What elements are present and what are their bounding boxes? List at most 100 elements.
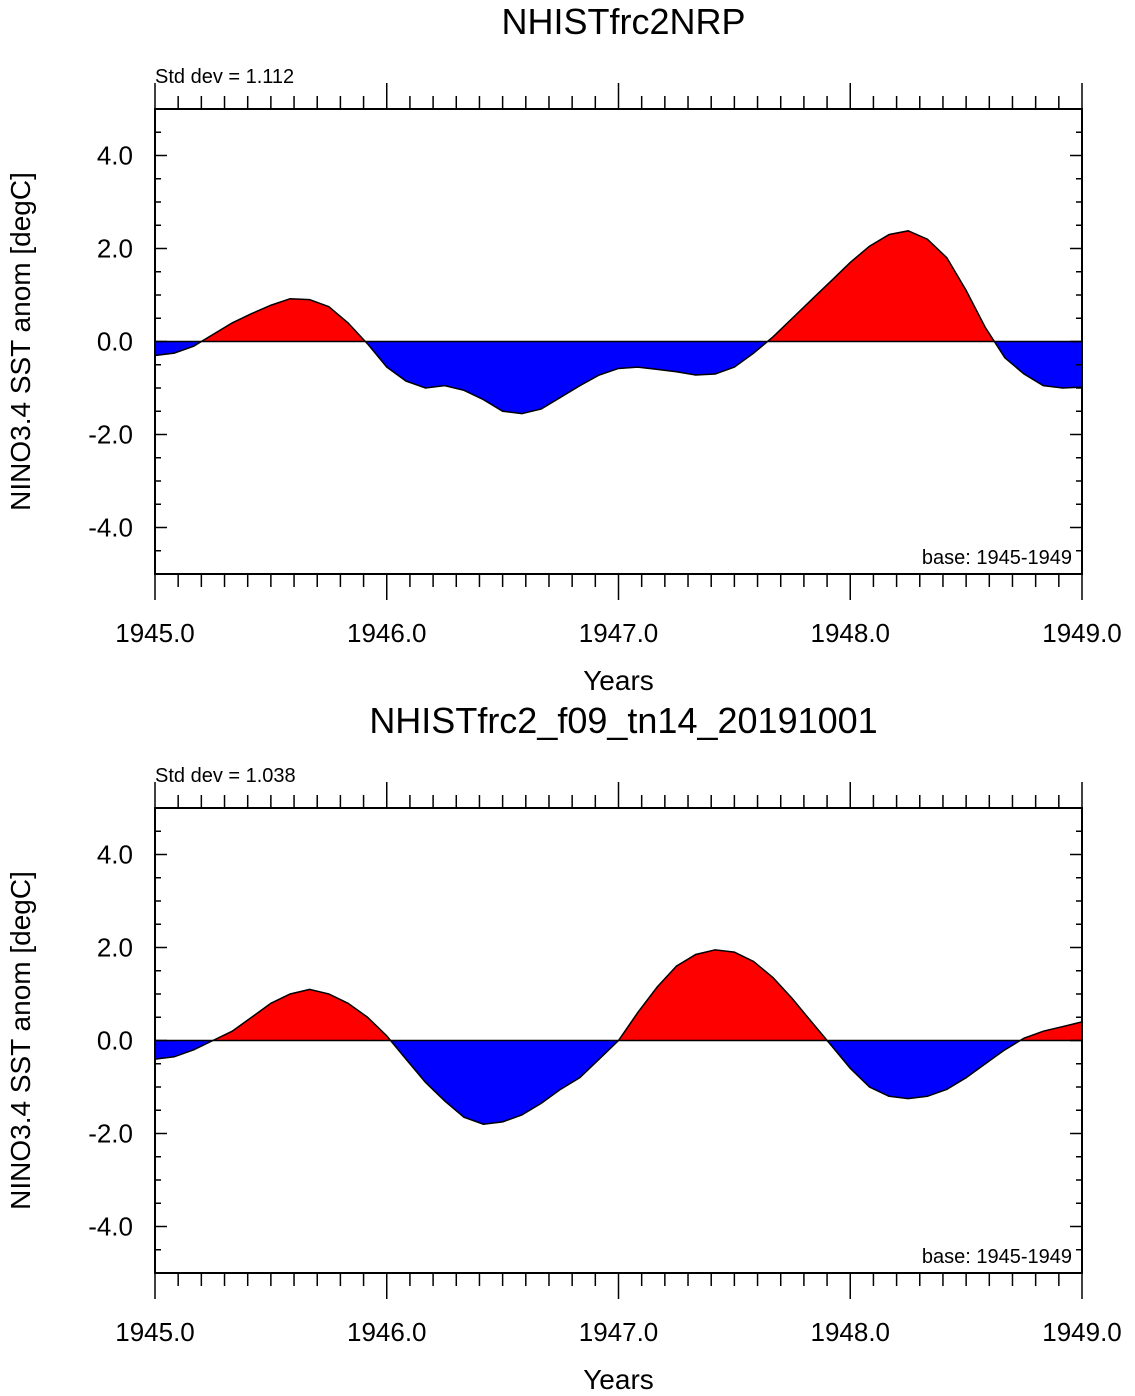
panel2-data-point <box>656 986 658 988</box>
panel1-data-point <box>366 343 369 345</box>
panel1-base-period-label: base: 1945-1949 <box>922 547 1072 569</box>
panel2-data-point <box>695 953 697 956</box>
panel2-data-point <box>289 993 291 995</box>
panel2-data-point <box>1042 1030 1044 1032</box>
panel2-data-point <box>347 1002 349 1004</box>
panel1-y-tick-label: -2.0 <box>88 420 133 450</box>
panel1-data-point <box>1023 373 1025 375</box>
panel1-data-point <box>289 298 291 300</box>
panel1-x-tick-label: 1948.0 <box>810 618 890 648</box>
panel2-data-point <box>193 1049 195 1051</box>
panel2-y-tick-label: -2.0 <box>88 1119 133 1149</box>
panel1-x-axis-title: Years <box>583 665 654 696</box>
panel1-data-point <box>540 408 542 410</box>
panel2-data-point <box>888 1095 890 1097</box>
panel2-data-point <box>907 1098 909 1100</box>
panel1-data-point <box>424 387 427 389</box>
panel1-data-point <box>1042 385 1044 387</box>
panel2-data-point <box>366 1016 369 1018</box>
panel1-data-point <box>907 230 909 232</box>
panel2-data-point <box>810 1021 813 1023</box>
panel2-data-point <box>714 949 716 951</box>
panel1-data-point <box>212 333 214 336</box>
panel2-data-point <box>386 1035 388 1037</box>
panel2-negative-area <box>155 1040 1082 1125</box>
panel1-x-tick-label: 1949.0 <box>1042 618 1122 648</box>
panel2-data-point <box>482 1123 484 1125</box>
panel2-x-tick-label: 1949.0 <box>1042 1317 1122 1347</box>
panel1-data-point <box>965 289 967 291</box>
panel1-data-point <box>753 352 755 354</box>
panel2-data-point <box>521 1114 523 1116</box>
panel1-data-point <box>791 317 793 319</box>
panel2-data-point <box>463 1116 465 1118</box>
panel1-data-point <box>521 412 523 415</box>
panel1-data-point <box>502 410 504 412</box>
panel1-data-point <box>328 306 330 308</box>
panel1-data-point <box>868 245 871 247</box>
panel1-data-point <box>559 396 562 398</box>
panel2-data-point <box>637 1012 639 1014</box>
panel2-data-point <box>579 1077 581 1079</box>
panel2-data-point <box>251 1016 253 1018</box>
panel2-data-point <box>270 1002 272 1004</box>
panel2-data-point <box>830 1044 832 1046</box>
panel2-data-point <box>231 1030 233 1032</box>
panel2-positive-area <box>155 949 1082 1041</box>
panel1-data-point <box>231 322 233 324</box>
panel2-data-point <box>791 998 793 1000</box>
panel2-data-point <box>1062 1025 1064 1028</box>
panel1-data-point <box>579 385 581 387</box>
panel2-data-point <box>424 1081 427 1083</box>
panel2-data-point <box>598 1058 600 1060</box>
panel2-x-axis-title: Years <box>583 1364 654 1395</box>
panel2-data-point <box>559 1088 562 1090</box>
panel1-y-tick-label: 4.0 <box>97 141 133 171</box>
panel1-data-point <box>849 261 851 264</box>
panel1-data-point <box>733 366 735 368</box>
panel1-chart-title: NHISTfrc2NRP <box>501 1 745 42</box>
panel2-x-tick-label: 1948.0 <box>810 1317 890 1347</box>
panel1-data-point <box>617 367 620 370</box>
panel2-data-point <box>772 977 774 979</box>
panel1-std-dev-label: Std dev = 1.112 <box>155 66 294 88</box>
panel1-x-tick-label: 1945.0 <box>115 618 195 648</box>
panel1-data-point <box>386 366 388 368</box>
panel2-y-tick-label: 0.0 <box>97 1026 133 1056</box>
panel1-data-point <box>984 326 986 329</box>
panel2-data-point <box>733 951 735 953</box>
panel2-data-point <box>173 1056 175 1058</box>
panel2-data-point <box>540 1102 542 1104</box>
panel2-data-point <box>308 988 311 990</box>
panel1-data-point <box>695 374 697 376</box>
panel2-data-point <box>965 1077 967 1079</box>
panel1-data-point <box>270 304 272 306</box>
panel2-data-point <box>926 1095 929 1097</box>
panel1-data-point <box>830 280 832 282</box>
panel1-data-point <box>308 299 311 301</box>
panel2-y-tick-label: 4.0 <box>97 840 133 870</box>
panel2-data-point <box>328 993 330 995</box>
panel2-data-point <box>1023 1037 1025 1039</box>
panel1-positive-area <box>155 230 1082 342</box>
panel2-data-point <box>753 960 755 963</box>
panel1-y-tick-label: -4.0 <box>88 513 133 543</box>
panel2-data-point <box>984 1063 986 1065</box>
panel1-data-point <box>772 336 774 338</box>
panel2-data-point <box>675 965 678 967</box>
panel1-data-point <box>251 313 253 315</box>
panel1-data-point <box>463 389 465 391</box>
panel1-data-point <box>444 385 446 387</box>
panel1-data-point <box>714 373 716 375</box>
panel2-y-tick-label: 2.0 <box>97 933 133 963</box>
panel1-negative-area <box>155 341 1082 414</box>
panel1-y-tick-label: 0.0 <box>97 327 133 357</box>
panel1-y-tick-label: 2.0 <box>97 234 133 264</box>
panel2-chart-title: NHISTfrc2_f09_tn14_20191001 <box>369 700 877 741</box>
panel1-data-point <box>656 368 658 370</box>
panel2-std-dev-label: Std dev = 1.038 <box>155 765 296 787</box>
panel2-data-point <box>405 1058 407 1060</box>
panel1-data-point <box>193 345 195 347</box>
panel1-data-point <box>347 322 349 324</box>
panel2-base-period-label: base: 1945-1949 <box>922 1246 1072 1268</box>
